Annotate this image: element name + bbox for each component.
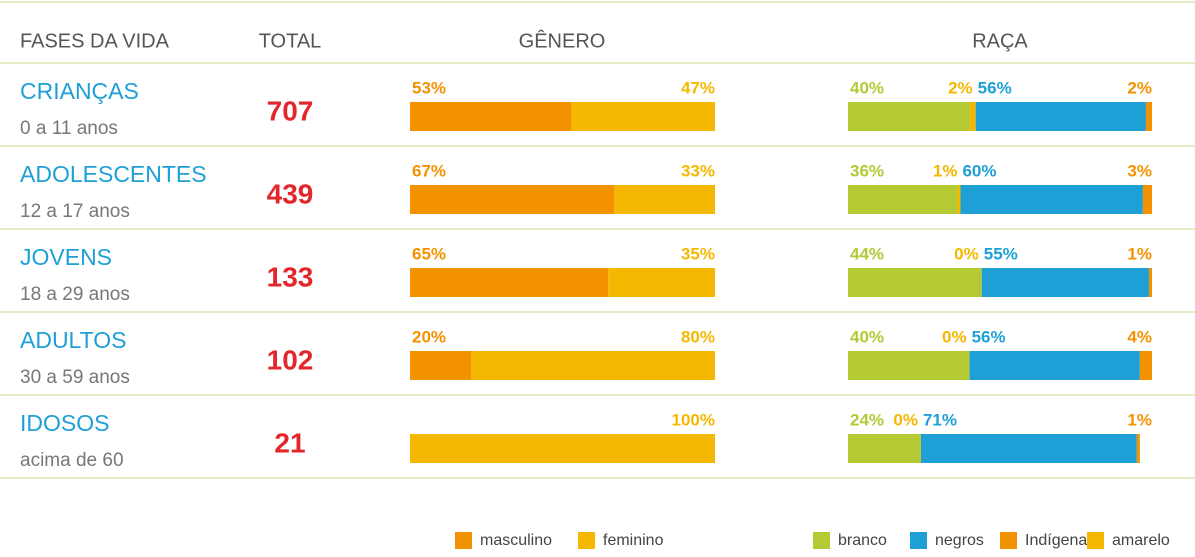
legend-swatch — [910, 532, 927, 549]
total: 439 — [267, 178, 314, 209]
race-label: 2% — [1127, 78, 1152, 97]
legend-swatch — [1087, 532, 1104, 549]
phase: ADULTOS — [20, 327, 127, 353]
race-bar — [1136, 434, 1140, 463]
header: TOTAL — [259, 30, 322, 52]
gender-bar — [410, 434, 715, 463]
race-bar — [969, 351, 1140, 380]
race-label: 56% — [978, 78, 1012, 97]
header: FASES DA VIDA — [20, 30, 170, 52]
total: 133 — [267, 261, 314, 292]
race-label: 0% — [893, 410, 918, 429]
gender-bar — [608, 268, 715, 297]
total: 102 — [267, 344, 314, 375]
race-bar — [1148, 268, 1152, 297]
ages: acima de 60 — [20, 450, 124, 471]
race-bar — [848, 268, 982, 297]
ages: 18 a 29 anos — [20, 284, 130, 305]
race-bar — [920, 434, 1137, 463]
race-label: 4% — [1127, 327, 1152, 346]
gender-bar — [571, 102, 715, 131]
gender-label: 35% — [681, 244, 715, 263]
gender-bar — [410, 351, 471, 380]
race-label: 0% — [942, 327, 967, 346]
race-bar — [848, 185, 958, 214]
race-label: 60% — [962, 161, 996, 180]
race-bar — [960, 185, 1143, 214]
gender-label: 100% — [672, 410, 715, 429]
legend-swatch — [813, 532, 830, 549]
legend-swatch — [455, 532, 472, 549]
total: 21 — [274, 427, 305, 458]
race-label: 40% — [850, 78, 884, 97]
gender-label: 47% — [681, 78, 715, 97]
legend-label: feminino — [603, 532, 664, 549]
phase: JOVENS — [20, 244, 112, 270]
legend-swatch — [1000, 532, 1017, 549]
race-label: 24% — [850, 410, 884, 429]
legend-label: branco — [838, 532, 887, 549]
phase: IDOSOS — [20, 410, 109, 436]
race-label: 3% — [1127, 161, 1152, 180]
race-label: 2% — [948, 78, 973, 97]
race-label: 40% — [850, 327, 884, 346]
legend-label: amarelo — [1112, 532, 1170, 549]
legend-swatch — [578, 532, 595, 549]
phase: CRIANÇAS — [20, 78, 139, 104]
race-label: 44% — [850, 244, 884, 263]
race-label: 55% — [984, 244, 1018, 263]
race-bar — [1142, 185, 1152, 214]
race-label: 1% — [1127, 410, 1152, 429]
total: 707 — [267, 95, 314, 126]
ages: 12 a 17 anos — [20, 201, 130, 222]
gender-label: 20% — [412, 327, 446, 346]
race-bar — [848, 351, 970, 380]
header: GÊNERO — [519, 29, 606, 52]
header: RAÇA — [972, 30, 1028, 52]
race-bar — [848, 102, 970, 131]
race-label: 0% — [954, 244, 979, 263]
race-label: 71% — [923, 410, 957, 429]
race-bar — [1145, 102, 1152, 131]
gender-label: 65% — [412, 244, 446, 263]
gender-bar — [410, 185, 615, 214]
race-label: 1% — [1127, 244, 1152, 263]
race-label: 1% — [933, 161, 958, 180]
gender-bar — [410, 268, 609, 297]
race-bar — [969, 102, 976, 131]
gender-label: 80% — [681, 327, 715, 346]
gender-label: 33% — [681, 161, 715, 180]
legend-label: masculino — [480, 532, 552, 549]
race-bar — [957, 185, 961, 214]
ages: 0 a 11 anos — [20, 118, 118, 139]
gender-label: 53% — [412, 78, 446, 97]
gender-bar — [471, 351, 715, 380]
gender-bar — [410, 102, 572, 131]
gender-label: 67% — [412, 161, 446, 180]
race-bar — [1139, 351, 1152, 380]
legend-label: Indígena — [1025, 532, 1087, 549]
phase: ADOLESCENTES — [20, 161, 207, 187]
ages: 30 a 59 anos — [20, 367, 130, 388]
race-label: 56% — [972, 327, 1006, 346]
gender-bar — [614, 185, 715, 214]
race-bar — [975, 102, 1146, 131]
race-bar — [848, 434, 921, 463]
race-label: 36% — [850, 161, 884, 180]
race-bar — [981, 268, 1149, 297]
legend-label: negros — [935, 532, 984, 549]
